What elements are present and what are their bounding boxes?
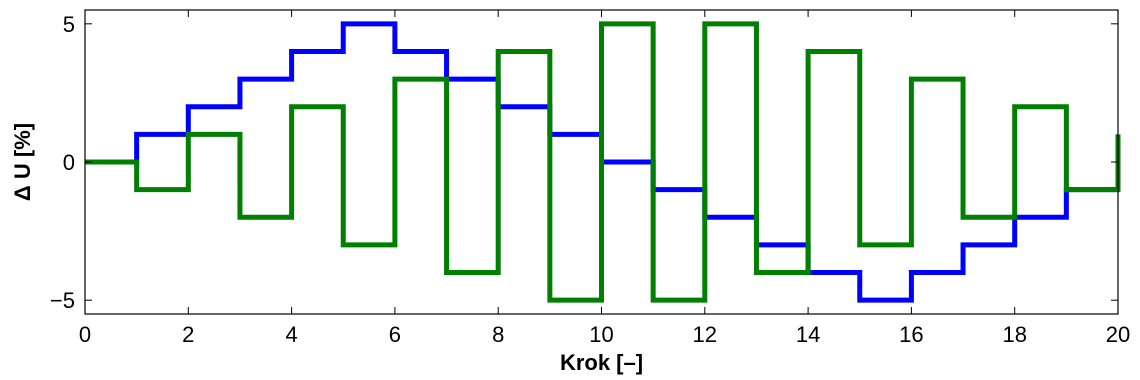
x-tick-label: 2 (182, 322, 194, 347)
x-tick-label: 16 (899, 322, 923, 347)
series-line-2 (85, 21, 1121, 303)
x-tick-label: 14 (796, 322, 820, 347)
x-tick-label: 20 (1106, 322, 1130, 347)
y-tick-label: 5 (63, 12, 75, 37)
tick-layer: 0 2 4 6 8 10 12 14 16 18 20−505 (50, 10, 1130, 347)
y-axis-title: Δ U [%] (10, 123, 35, 201)
x-tick-label: 12 (693, 322, 717, 347)
x-tick-label: 10 (589, 322, 613, 347)
x-tick-label: 6 (389, 322, 401, 347)
x-axis-title: Krok [–] (560, 350, 643, 375)
series-layer (85, 21, 1121, 303)
y-tick-label: 0 (63, 150, 75, 175)
y-tick-label: −5 (50, 288, 75, 313)
x-tick-label: 18 (1002, 322, 1026, 347)
x-tick-label: 0 (79, 322, 91, 347)
x-tick-label: 4 (285, 322, 297, 347)
x-tick-label: 8 (492, 322, 504, 347)
